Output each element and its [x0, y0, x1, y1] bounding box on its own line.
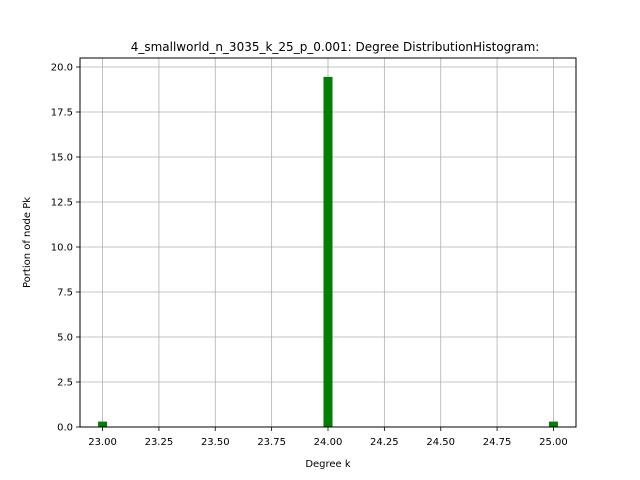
y-tick-label: 10.0 — [51, 243, 73, 254]
y-tick-label: 15.0 — [51, 153, 73, 164]
histogram-bar — [548, 421, 558, 427]
y-tick-label: 7.5 — [57, 288, 73, 299]
x-tick-label: 24.75 — [483, 437, 512, 448]
x-tick-label: 23.50 — [201, 437, 230, 448]
x-tick-label: 23.75 — [257, 437, 286, 448]
x-tick-label: 24.50 — [426, 437, 455, 448]
y-tick-label: 20.0 — [51, 63, 73, 74]
x-tick-label: 24.25 — [370, 437, 399, 448]
y-tick-label: 5.0 — [57, 333, 73, 344]
x-axis-label: Degree k — [305, 459, 351, 470]
x-tick-label: 25.00 — [539, 437, 568, 448]
histogram-bar — [323, 76, 333, 428]
chart-title: 4_smallworld_n_3035_k_25_p_0.001: Degree… — [131, 40, 540, 54]
ticks-layer: 23.00 23.25 23.50 23.75 24.00 24.25 24.50 24.75… — [51, 63, 568, 449]
bars-layer — [98, 76, 558, 428]
y-tick-label: 17.5 — [51, 108, 73, 119]
x-tick-label: 23.00 — [88, 437, 117, 448]
y-tick-label: 2.5 — [57, 378, 73, 389]
y-tick-label: 12.5 — [51, 198, 73, 209]
x-tick-label: 23.25 — [145, 437, 174, 448]
y-tick-label: 0.0 — [57, 423, 73, 434]
histogram-bar — [98, 421, 108, 427]
x-tick-label: 24.00 — [314, 437, 343, 448]
y-axis-label: Portion of node Pk — [22, 197, 33, 288]
